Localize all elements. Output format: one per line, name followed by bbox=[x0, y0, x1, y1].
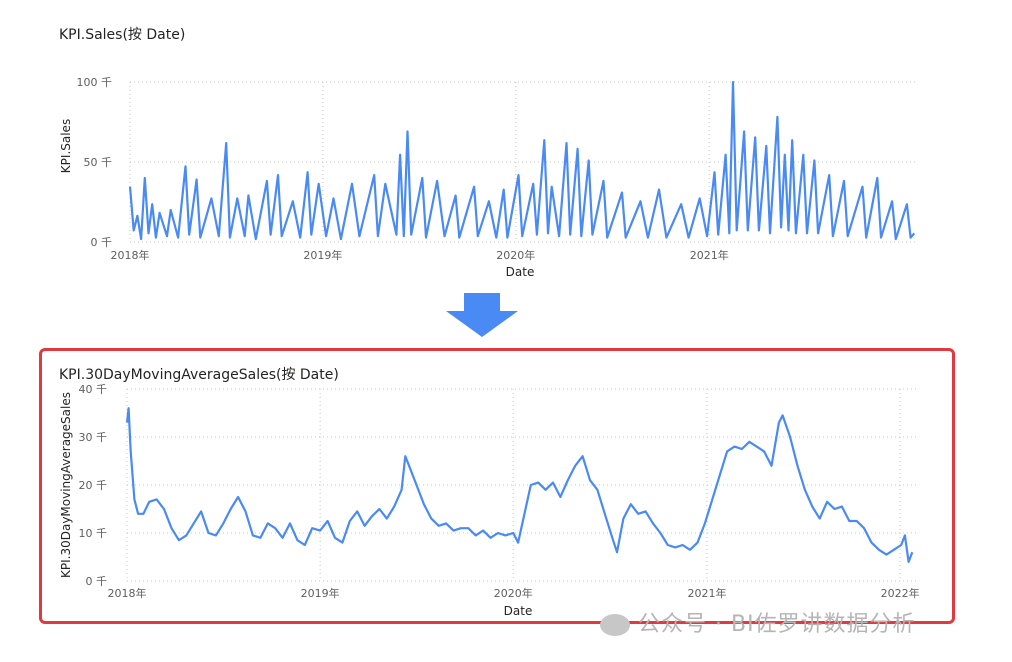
x-axis-title: Date bbox=[504, 604, 533, 618]
chart1-title: KPI.Sales(按 Date) bbox=[59, 27, 186, 43]
y-tick-label: 10 千 bbox=[79, 527, 108, 540]
x-tick-label: 2022年 bbox=[881, 586, 920, 600]
y-tick-label: 50 千 bbox=[84, 156, 113, 169]
y-tick-label: 20 千 bbox=[79, 479, 108, 492]
x-tick-label: 2020年 bbox=[496, 248, 535, 262]
y-tick-label: 40 千 bbox=[79, 383, 108, 396]
x-tick-label: 2020年 bbox=[494, 586, 533, 600]
x-tick-label: 2018年 bbox=[111, 248, 150, 262]
x-tick-label: 2019年 bbox=[301, 586, 340, 600]
x-tick-label: 2019年 bbox=[303, 248, 342, 262]
chart-sales: 0 千 50 千 100 千 2018年 2019年 2020年 2021年 Date KPI.… bbox=[59, 76, 918, 279]
down-arrow-icon bbox=[446, 293, 518, 337]
y-tick-label: 30 千 bbox=[79, 431, 108, 444]
x-tick-label: 2021年 bbox=[687, 586, 726, 600]
y-tick-label: 0 千 bbox=[91, 236, 113, 249]
y-axis-title: KPI.30DayMovingAverageSales bbox=[59, 392, 73, 578]
wechat-icon bbox=[600, 614, 630, 636]
x-axis-title: Date bbox=[506, 265, 535, 279]
watermark: 公众号 · BI佐罗讲数据分析 bbox=[600, 606, 916, 638]
x-tick-label: 2021年 bbox=[690, 248, 729, 262]
series-line bbox=[128, 80, 916, 241]
watermark-text: 公众号 · BI佐罗讲数据分析 bbox=[638, 612, 916, 637]
chart2-title: KPI.30DayMovingAverageSales(按 Date) bbox=[59, 367, 339, 383]
highlight-frame bbox=[39, 348, 955, 624]
y-tick-label: 100 千 bbox=[77, 76, 113, 89]
series-line bbox=[125, 407, 914, 563]
y-tick-label: 0 千 bbox=[86, 575, 108, 588]
y-axis-title: KPI.Sales bbox=[59, 119, 73, 173]
x-tick-label: 2018年 bbox=[108, 586, 147, 600]
